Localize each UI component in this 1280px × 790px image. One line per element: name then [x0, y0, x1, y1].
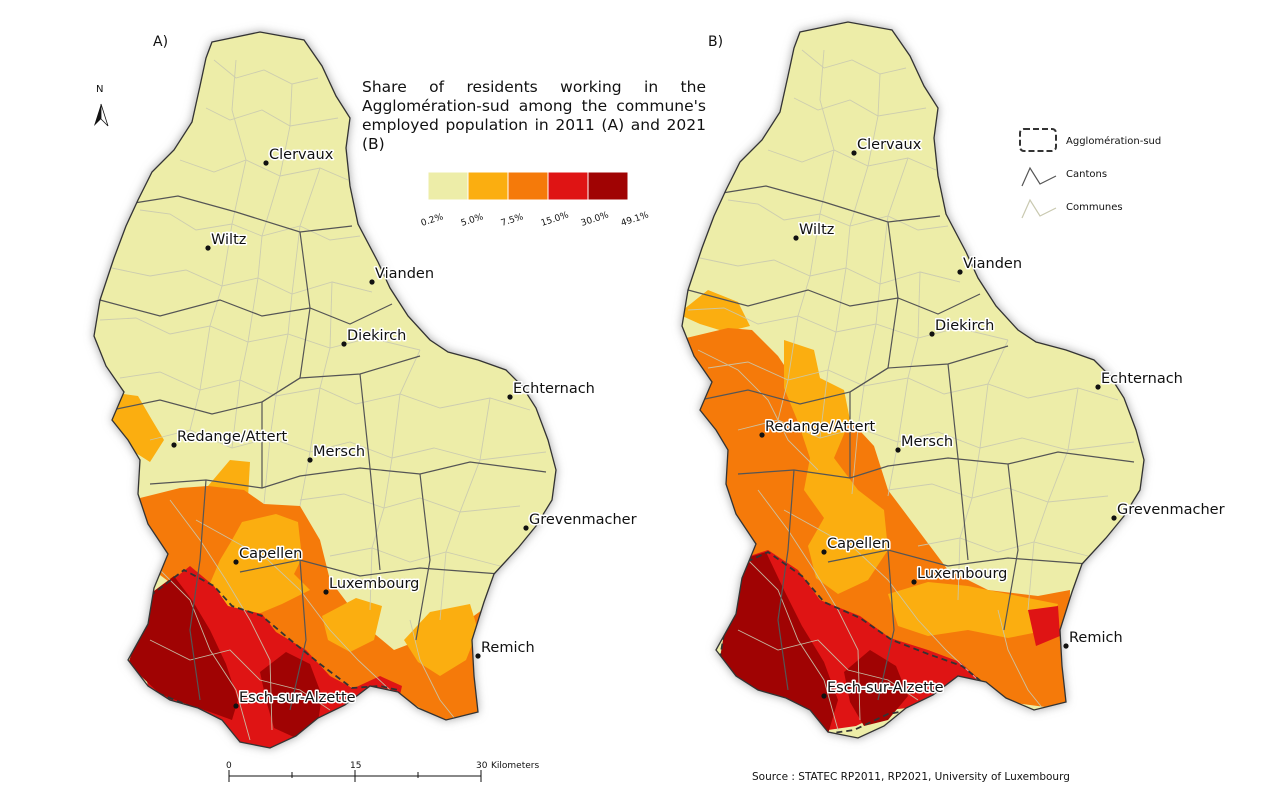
panel-label-b: B)	[708, 34, 723, 50]
region-red-remich	[1028, 606, 1060, 646]
city-marker	[263, 160, 269, 166]
canton-borders-2011	[99, 195, 547, 711]
city-label: Capellen	[239, 546, 302, 562]
city-marker	[475, 653, 481, 659]
city-marker	[233, 703, 239, 709]
city-marker	[895, 447, 901, 453]
legend-swatch	[467, 171, 509, 201]
legend-swatch	[507, 171, 549, 201]
city-marker	[759, 432, 765, 438]
city-marker	[205, 245, 211, 251]
legend-color-classes: 0.2% 5.0% 7.5% 15.0% 30.0% 49.1%	[420, 171, 651, 229]
region-orange-nw	[682, 290, 750, 332]
commune-borders-2021	[687, 49, 1135, 731]
city-marker	[1111, 515, 1117, 521]
city-label: Wiltz	[211, 232, 246, 248]
city-label: Remich	[1069, 630, 1123, 646]
region-dark-orange-a	[140, 486, 482, 720]
city-marker	[523, 525, 529, 531]
agglomeration-sud-outline-2021	[719, 550, 984, 735]
city-marker	[929, 331, 935, 337]
panel-label-a: A)	[153, 34, 168, 50]
city-label: Clervaux	[857, 137, 922, 153]
city-label: Capellen	[827, 536, 890, 552]
scale-bar: 0 15 30 Kilometers	[226, 761, 539, 782]
cantons-legend-label: Cantons	[1066, 169, 1107, 180]
legend-break-label: 5.0%	[460, 212, 485, 229]
commune-west-orange	[108, 392, 164, 462]
region-orange-luxembourg	[322, 598, 382, 652]
map-panel-2021	[681, 21, 1145, 739]
city-marker	[793, 235, 799, 241]
city-marker	[171, 442, 177, 448]
city-label: Grevenmacher	[529, 512, 637, 528]
legend-break-label: 15.0%	[540, 210, 571, 228]
legend-break-label: 30.0%	[580, 210, 611, 228]
city-marker	[307, 457, 313, 463]
city-marker	[911, 579, 917, 585]
agglo-legend-label: Agglomération-sud	[1066, 135, 1161, 147]
region-darkred-a	[128, 576, 238, 720]
city-label: Luxembourg	[329, 576, 419, 592]
city-label: Echternach	[1101, 371, 1183, 387]
choropleth-2021	[682, 49, 1135, 735]
city-labels: Clervaux Wiltz Vianden Diekirch Echternach Re…	[171, 136, 1226, 709]
city-label: Echternach	[513, 381, 595, 397]
city-label: Diekirch	[935, 318, 994, 334]
legend-break-label: 0.2%	[420, 212, 445, 229]
agglo-legend-icon	[1019, 128, 1057, 152]
city-label: Esch-sur-Alzette	[239, 690, 356, 706]
region-orange-east	[404, 604, 478, 676]
north-label: N	[96, 84, 103, 95]
scale-tick-15: 15	[350, 761, 361, 771]
north-arrow-icon: N	[94, 84, 109, 127]
city-label: Mersch	[901, 434, 953, 450]
city-label: Grevenmacher	[1117, 502, 1225, 518]
city-marker	[369, 279, 375, 285]
city-marker	[1063, 643, 1069, 649]
city-marker	[821, 693, 827, 699]
region-orange-capellen	[208, 514, 310, 614]
city-marker	[323, 589, 329, 595]
region-darkred-esch-east	[260, 652, 322, 738]
city-marker	[851, 150, 857, 156]
source-note: Source : STATEC RP2011, RP2021, Universi…	[752, 771, 1070, 783]
city-label: Vianden	[963, 256, 1022, 272]
city-label: Redange/Attert	[765, 419, 876, 435]
city-marker	[821, 549, 827, 555]
legend-swatch	[547, 171, 589, 201]
city-label: Redange/Attert	[177, 429, 288, 445]
city-marker	[1095, 384, 1101, 390]
communes-legend-icon	[1021, 198, 1057, 219]
canton-borders-2021	[687, 185, 1135, 701]
communes-legend-label: Communes	[1066, 202, 1123, 213]
city-label: Wiltz	[799, 222, 834, 238]
city-label: Diekirch	[347, 328, 406, 344]
scale-tick-30: 30	[476, 761, 488, 771]
commune-borders-2011	[99, 59, 547, 741]
city-label: Mersch	[313, 444, 365, 460]
city-label: Clervaux	[269, 147, 334, 163]
legend-break-label: 7.5%	[500, 212, 525, 229]
city-marker	[507, 394, 513, 400]
city-marker	[957, 269, 963, 275]
city-label: Vianden	[375, 266, 434, 282]
legend-title: Share of residents working in the Agglom…	[362, 78, 706, 153]
scale-tick-0: 0	[226, 761, 232, 771]
boundary-legend: Agglomération-sud Cantons Communes	[1019, 128, 1161, 219]
city-label: Luxembourg	[917, 566, 1007, 582]
cantons-legend-icon	[1021, 166, 1057, 187]
legend-swatch	[587, 171, 629, 201]
city-marker	[233, 559, 239, 565]
region-orange-corridor	[784, 340, 888, 594]
region-orange-luxembourg-east	[888, 582, 1058, 638]
city-label: Esch-sur-Alzette	[827, 680, 944, 696]
city-label: Remich	[481, 640, 535, 656]
legend-swatch	[427, 171, 469, 201]
city-marker	[341, 341, 347, 347]
scale-unit: Kilometers	[491, 761, 539, 771]
legend-break-label: 49.1%	[620, 210, 651, 228]
